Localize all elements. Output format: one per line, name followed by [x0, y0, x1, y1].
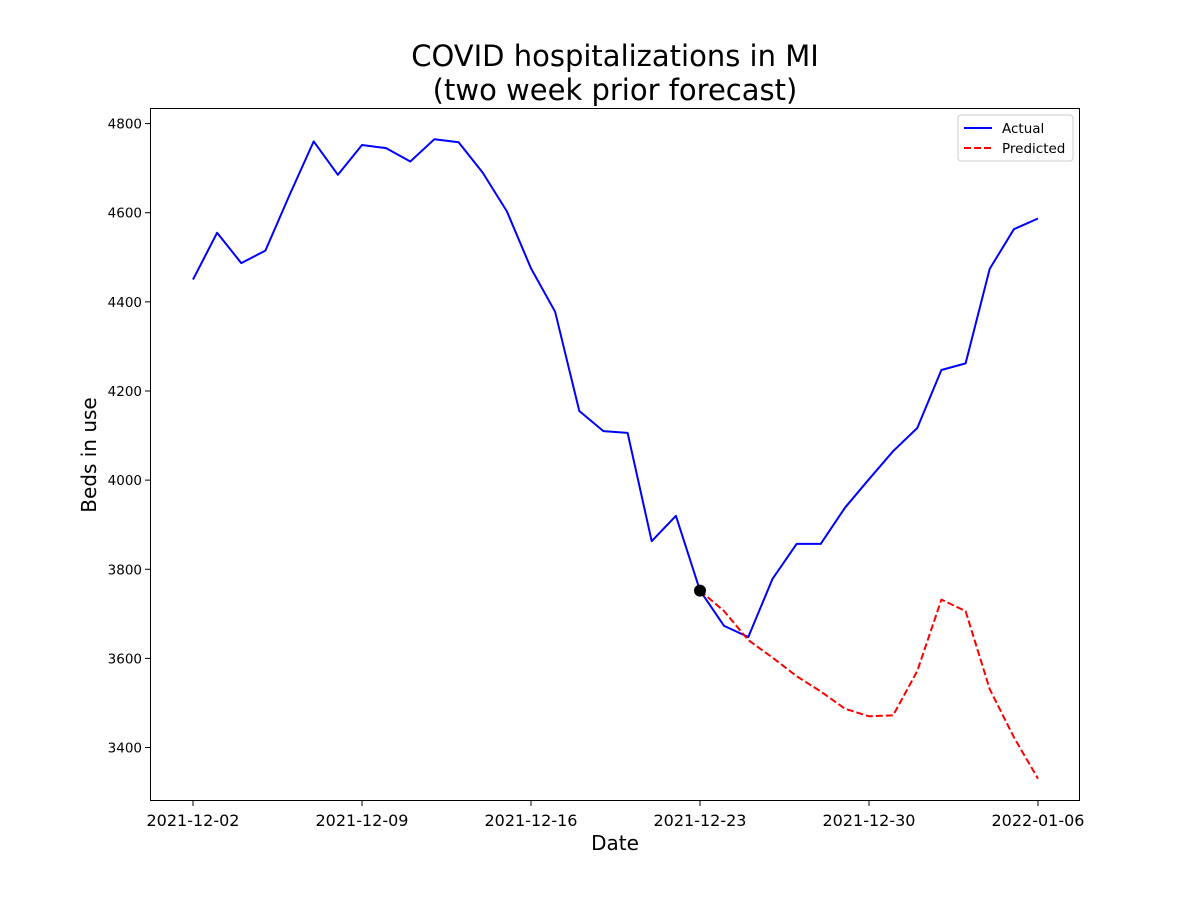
x-tick-label: 2021-12-16 [485, 811, 578, 830]
legend-entry-actual: Actual [1002, 121, 1044, 137]
x-axis-label: Date [591, 831, 639, 855]
x-tick-label: 2021-12-02 [147, 811, 240, 830]
forecast-start-marker [694, 584, 706, 597]
x-axis-ticks: 2021-12-02 2021-12-09 2021-12-16 2021-12-23… [147, 801, 1085, 830]
y-axis-label: Beds in use [77, 397, 101, 513]
marker-layer [694, 584, 706, 597]
y-tick-label: 4600 [108, 206, 142, 222]
x-tick-label: 2021-12-30 [823, 811, 916, 830]
series-line-actual [192, 138, 1039, 638]
legend-entry-predicted: Predicted [1002, 141, 1065, 157]
series-line-predicted [699, 589, 1039, 780]
x-tick-label: 2021-12-23 [654, 811, 747, 830]
y-tick-label: 3400 [108, 741, 142, 757]
y-tick-label: 3600 [108, 651, 142, 667]
y-tick-label: 4400 [108, 295, 142, 311]
y-tick-label: 4200 [108, 384, 142, 400]
y-tick-label: 3800 [108, 562, 142, 578]
y-axis-ticks: 3400 3600 3800 4000 4200 4400 4600 4800 [108, 117, 150, 757]
chart-title-line-1: COVID hospitalizations in MI [411, 39, 819, 73]
chart-title-line-2: (two week prior forecast) [433, 73, 798, 107]
x-tick-label: 2021-12-09 [316, 811, 409, 830]
x-tick-label: 2022-01-06 [992, 811, 1085, 830]
y-tick-label: 4800 [108, 117, 142, 133]
plot-area-frame [150, 108, 1080, 801]
series-layer [192, 138, 1039, 780]
legend-box [957, 114, 1074, 162]
legend: Actual Predicted [957, 114, 1074, 162]
y-tick-label: 4000 [108, 473, 142, 489]
